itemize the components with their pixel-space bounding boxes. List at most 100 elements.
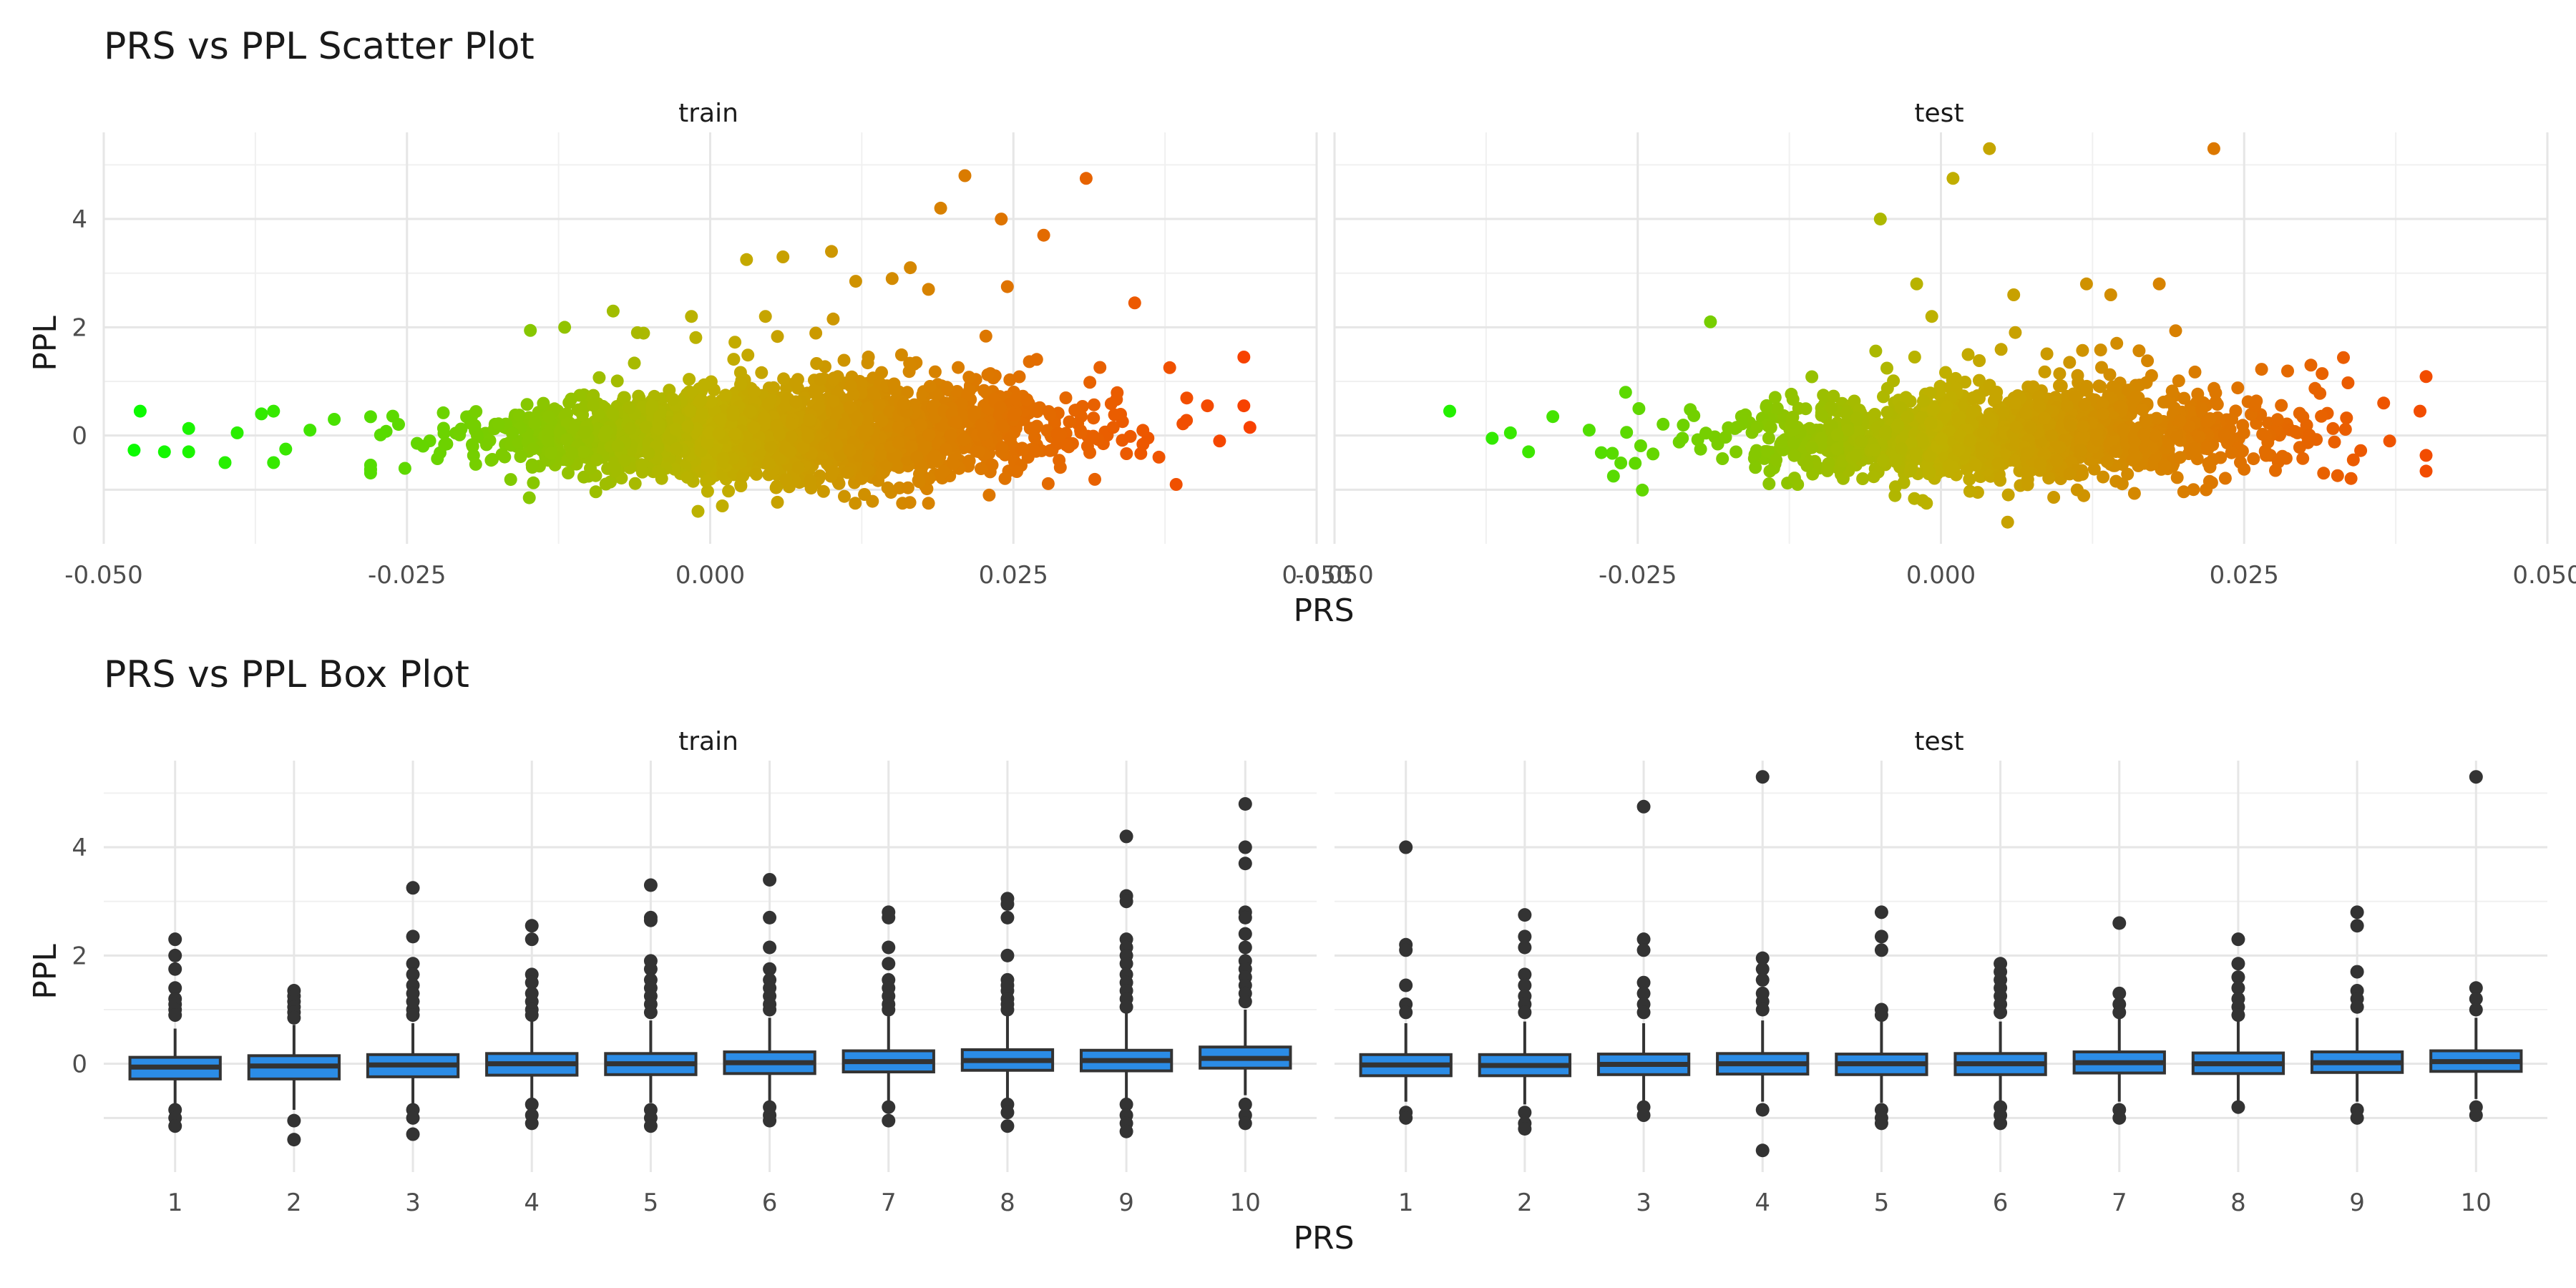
scatter-point xyxy=(728,336,742,349)
box-y-tick-labels: 024 xyxy=(72,834,87,1079)
scatter-point xyxy=(1952,443,1966,457)
scatter-point xyxy=(618,391,631,404)
scatter-point xyxy=(1237,351,1251,364)
scatter-point xyxy=(2173,451,2187,464)
scatter-point xyxy=(1927,403,1941,416)
scatter-point xyxy=(1969,459,1982,472)
scatter-point xyxy=(801,430,815,444)
scatter-point xyxy=(875,366,888,379)
scatter-point xyxy=(2191,387,2205,401)
box-outlier xyxy=(2350,919,2364,933)
scatter-point xyxy=(741,348,755,362)
box-outlier xyxy=(525,932,539,947)
box-outlier xyxy=(1000,1106,1015,1120)
scatter-point xyxy=(2080,384,2094,397)
scatter-point xyxy=(2209,395,2223,409)
box-y-axis-label: PPL xyxy=(27,944,64,1000)
scatter-point xyxy=(2218,428,2232,441)
scatter-point xyxy=(2152,277,2166,291)
box-outlier xyxy=(1399,1111,1413,1125)
scatter-point xyxy=(1079,172,1093,185)
scatter-point xyxy=(1966,406,1979,419)
scatter-point xyxy=(1053,454,1066,467)
scatter-point xyxy=(2301,436,2315,449)
box-x-tick-label: 2 xyxy=(286,1189,302,1217)
scatter-point xyxy=(392,418,405,431)
scatter-point xyxy=(2076,343,2089,357)
scatter-point xyxy=(1899,391,1913,404)
scatter-point xyxy=(2110,336,2124,350)
box-x-tick-label: 4 xyxy=(524,1189,540,1217)
scatter-point xyxy=(1879,424,1892,438)
scatter-point xyxy=(950,415,963,429)
box-outlier xyxy=(406,1008,420,1023)
scatter-point xyxy=(2258,444,2272,458)
box-outlier xyxy=(1000,1002,1015,1017)
scatter-point xyxy=(892,420,905,434)
scatter-point xyxy=(133,404,147,418)
scatter-point xyxy=(691,504,705,518)
scatter-point xyxy=(771,495,784,509)
scatter-point xyxy=(2170,430,2183,444)
scatter-point xyxy=(1106,421,1120,434)
scatter-point xyxy=(2189,441,2202,454)
scatter-point xyxy=(1880,406,1894,419)
scatter-point xyxy=(1729,445,1743,459)
box-outlier xyxy=(763,1113,777,1128)
scatter-point xyxy=(885,272,899,286)
scatter-point xyxy=(1007,408,1020,421)
scatter-point xyxy=(2346,453,2360,467)
box-outlier xyxy=(763,1002,777,1017)
scatter-point xyxy=(374,428,387,441)
scatter-point xyxy=(1620,426,1634,439)
scatter-point xyxy=(2127,487,2141,500)
box-outlier xyxy=(1874,1008,1888,1023)
scatter-point xyxy=(903,496,917,509)
box-outlier xyxy=(1518,967,1532,982)
scatter-point xyxy=(1901,410,1915,424)
scatter-point xyxy=(1994,474,2007,487)
scatter-point xyxy=(748,385,761,399)
scatter-point xyxy=(2275,399,2288,412)
scatter-point xyxy=(1104,397,1118,411)
scatter-point xyxy=(618,454,631,467)
scatter-point xyxy=(560,433,574,447)
scatter-point xyxy=(1981,415,1995,429)
scatter-point xyxy=(701,484,714,498)
box-outlier xyxy=(1636,932,1651,947)
scatter-point xyxy=(1894,401,1908,414)
box-x-tick-label: 4 xyxy=(1755,1189,1770,1217)
scatter-point xyxy=(1815,409,1828,422)
scatter-point xyxy=(2078,398,2092,411)
box-outlier xyxy=(1399,1005,1413,1020)
box-outlier xyxy=(168,932,182,947)
scatter-point xyxy=(1120,447,1133,460)
scatter-point xyxy=(1636,483,1649,497)
box-outlier xyxy=(882,940,896,955)
scatter-point xyxy=(1088,472,1101,486)
scatter-point xyxy=(2129,391,2142,404)
scatter-y-axis-label: PPL xyxy=(27,316,64,371)
box-outlier xyxy=(1238,797,1252,811)
scatter-point xyxy=(825,245,838,258)
scatter-point xyxy=(1787,436,1800,450)
box-outlier xyxy=(1755,951,1770,965)
scatter-point xyxy=(2419,464,2433,478)
scatter-point xyxy=(1876,454,1890,467)
box-outlier xyxy=(287,1113,301,1128)
scatter-point xyxy=(2225,412,2238,426)
scatter-point xyxy=(958,169,972,182)
scatter-point xyxy=(469,457,482,471)
scatter-point xyxy=(1030,353,1043,366)
scatter-point xyxy=(901,481,914,494)
scatter-point xyxy=(2341,376,2355,389)
scatter-point xyxy=(1180,391,1194,405)
box-x-tick-labels-test: 1 2 3 4 5 6 7 8 9 10 xyxy=(1398,1189,2492,1217)
scatter-point xyxy=(1606,469,1620,483)
scatter-point xyxy=(2344,472,2358,485)
scatter-point xyxy=(773,428,786,441)
scatter-point xyxy=(1880,361,1893,375)
scatter-point xyxy=(761,397,775,411)
scatter-point xyxy=(2117,423,2130,436)
